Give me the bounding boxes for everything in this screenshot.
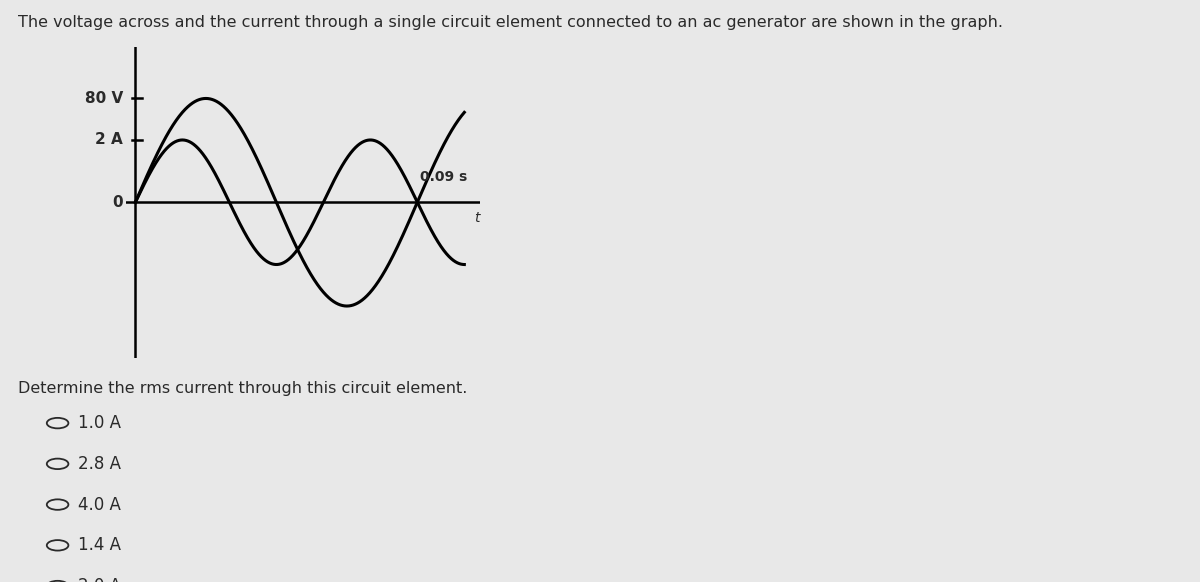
Text: 4.0 A: 4.0 A bbox=[78, 496, 121, 513]
Text: 1.0 A: 1.0 A bbox=[78, 414, 121, 432]
Text: 2.8 A: 2.8 A bbox=[78, 455, 121, 473]
Text: 0: 0 bbox=[113, 195, 122, 210]
Text: Determine the rms current through this circuit element.: Determine the rms current through this c… bbox=[18, 381, 467, 396]
Text: 2.0 A: 2.0 A bbox=[78, 577, 121, 582]
Text: t: t bbox=[474, 211, 479, 225]
Text: The voltage across and the current through a single circuit element connected to: The voltage across and the current throu… bbox=[18, 15, 1003, 30]
Text: 0.09 s: 0.09 s bbox=[420, 169, 468, 183]
Text: 80 V: 80 V bbox=[85, 91, 122, 106]
Text: 2 A: 2 A bbox=[95, 133, 122, 147]
Text: 1.4 A: 1.4 A bbox=[78, 537, 121, 554]
